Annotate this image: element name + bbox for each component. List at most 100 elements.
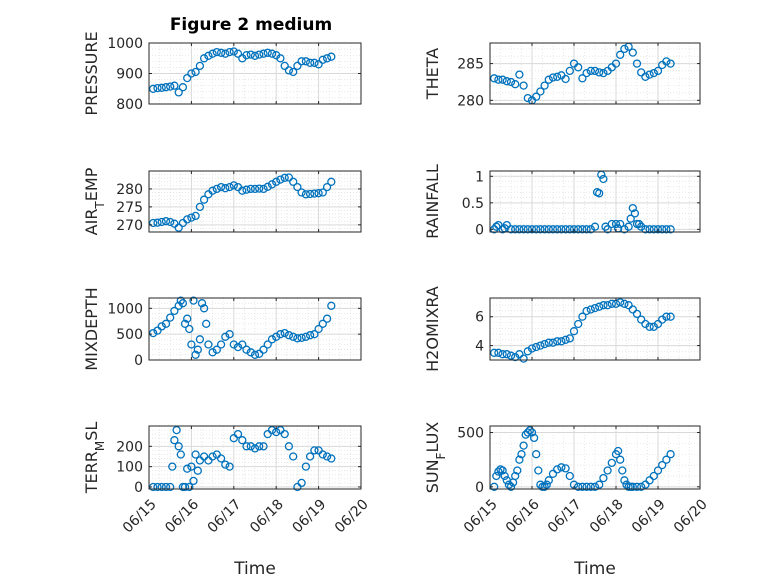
data-point bbox=[532, 225, 541, 234]
y-tick-label: 0 bbox=[134, 353, 143, 369]
data-point bbox=[310, 189, 319, 198]
data-point bbox=[204, 51, 213, 60]
data-point bbox=[318, 450, 327, 459]
data-point bbox=[208, 186, 217, 195]
data-point bbox=[202, 319, 211, 328]
data-point bbox=[590, 222, 600, 231]
data-point bbox=[229, 47, 238, 56]
data-point bbox=[645, 70, 654, 79]
data-point bbox=[653, 66, 663, 76]
data-point bbox=[216, 454, 226, 463]
data-point bbox=[542, 480, 551, 489]
data-point bbox=[318, 319, 327, 328]
data-point bbox=[574, 225, 583, 234]
data-point bbox=[599, 174, 608, 184]
data-point bbox=[494, 467, 503, 476]
data-point bbox=[616, 219, 625, 229]
y-tick-label: 270 bbox=[116, 218, 143, 234]
data-point bbox=[666, 312, 675, 321]
data-point bbox=[645, 322, 654, 331]
data-point bbox=[289, 452, 298, 461]
data-point bbox=[255, 349, 264, 358]
data-point bbox=[578, 312, 587, 321]
y-tick-label: 4 bbox=[475, 339, 484, 355]
data-point bbox=[540, 339, 549, 349]
data-point bbox=[523, 428, 532, 437]
data-point bbox=[599, 301, 608, 310]
data-point bbox=[284, 442, 294, 451]
data-point bbox=[540, 482, 549, 491]
data-point bbox=[149, 328, 158, 338]
data-point bbox=[174, 301, 183, 310]
data-point bbox=[620, 476, 629, 485]
data-point bbox=[490, 74, 499, 83]
data-point bbox=[297, 57, 306, 66]
data-point bbox=[637, 482, 646, 491]
data-point bbox=[170, 436, 179, 445]
data-point bbox=[532, 92, 541, 101]
data-point bbox=[582, 306, 591, 316]
data-point bbox=[259, 184, 268, 194]
data-point bbox=[246, 184, 255, 194]
data-point bbox=[536, 87, 545, 96]
data-point bbox=[544, 338, 553, 347]
data-point bbox=[519, 81, 528, 90]
data-point bbox=[523, 93, 532, 103]
data-point bbox=[624, 301, 633, 310]
data-point bbox=[649, 471, 658, 481]
data-point bbox=[174, 88, 183, 97]
data-point bbox=[183, 215, 192, 224]
data-point bbox=[191, 350, 200, 359]
data-point bbox=[174, 442, 183, 451]
data-point bbox=[149, 218, 158, 228]
data-point bbox=[611, 219, 621, 229]
data-point bbox=[153, 83, 162, 93]
data-point bbox=[658, 460, 667, 470]
data-point bbox=[527, 225, 537, 234]
data-point bbox=[599, 68, 608, 78]
data-point bbox=[574, 319, 583, 329]
data-point bbox=[216, 182, 226, 192]
data-point bbox=[553, 72, 562, 81]
data-point bbox=[153, 482, 162, 492]
y-axis-label: TERRMSL bbox=[82, 422, 107, 495]
data-point bbox=[170, 306, 179, 316]
axes-air_temp: 270 275 280 AIRTEMP bbox=[82, 167, 362, 235]
data-point bbox=[548, 338, 558, 347]
data-point bbox=[212, 345, 221, 354]
data-point bbox=[637, 222, 646, 231]
data-point bbox=[620, 299, 629, 308]
y-axis-label: H2OMIXRA bbox=[423, 286, 442, 372]
y-tick-label: 0 bbox=[475, 480, 484, 496]
data-point bbox=[632, 309, 642, 319]
data-point bbox=[191, 211, 200, 221]
data-point bbox=[327, 177, 336, 186]
data-point bbox=[628, 305, 637, 314]
data-point bbox=[318, 188, 327, 197]
data-point bbox=[238, 340, 247, 349]
y-axis-label: PRESSURE bbox=[82, 31, 101, 115]
data-point bbox=[178, 83, 188, 92]
data-point bbox=[523, 347, 532, 356]
y-axis-label: SUNFLUX bbox=[423, 422, 448, 494]
data-point bbox=[590, 303, 600, 313]
axes-box bbox=[489, 425, 701, 490]
data-point bbox=[255, 184, 264, 193]
data-point bbox=[185, 482, 194, 492]
y-tick-label: 0 bbox=[134, 480, 143, 496]
data-point bbox=[590, 482, 600, 491]
data-point bbox=[166, 482, 175, 492]
data-point bbox=[272, 332, 281, 341]
data-point bbox=[305, 452, 315, 461]
data-point bbox=[242, 51, 251, 60]
data-point bbox=[540, 225, 549, 234]
data-point bbox=[297, 188, 306, 197]
data-point bbox=[557, 463, 566, 472]
data-point bbox=[578, 482, 587, 491]
data-point bbox=[195, 202, 205, 212]
data-point bbox=[168, 462, 177, 471]
data-point bbox=[498, 75, 507, 84]
data-point bbox=[280, 429, 289, 439]
data-point bbox=[613, 446, 623, 456]
axes-box bbox=[489, 297, 701, 361]
